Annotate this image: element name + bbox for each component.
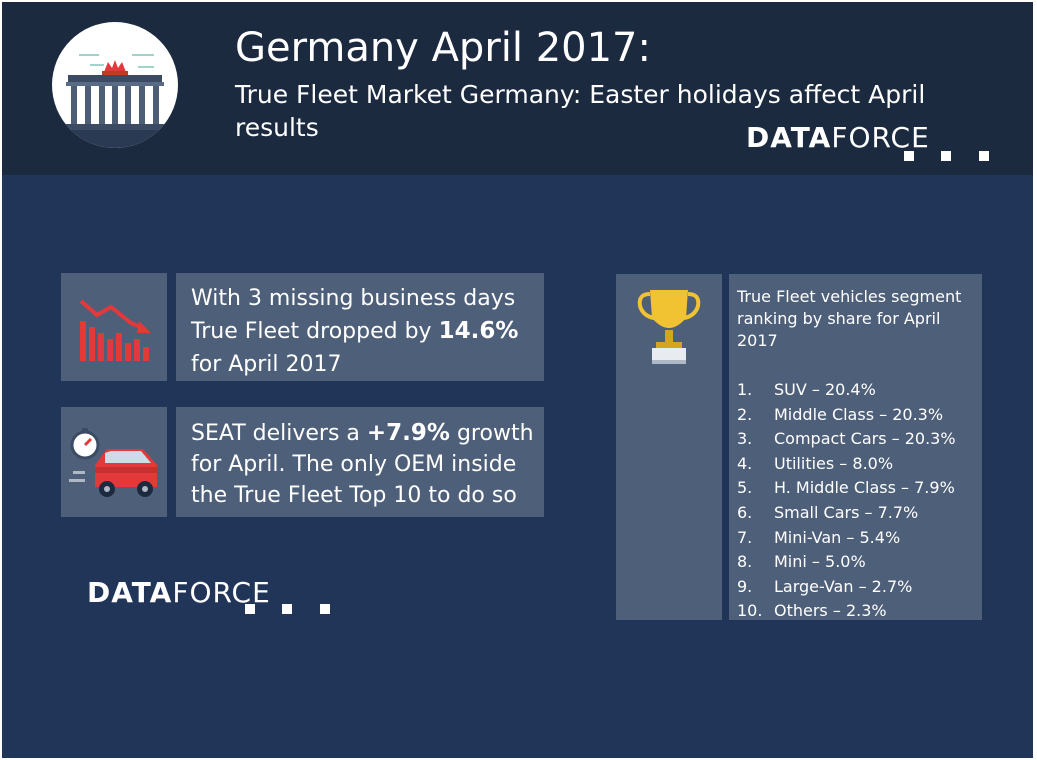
stat-icon-panel-2 (61, 407, 167, 517)
ranking-item-number: 8. (737, 552, 753, 572)
ranking-content: True Fleet vehicles segment ranking by s… (737, 286, 977, 624)
ranking-item-number: 2. (737, 404, 753, 424)
ranking-item-number: 9. (737, 576, 753, 596)
ranking-item-number: 10. (737, 601, 763, 621)
declining-bar-chart-icon (79, 299, 151, 361)
ranking-item-label: Others – 2.3% (774, 601, 887, 621)
ranking-item-label: SUV – 20.4% (774, 380, 876, 399)
ranking-item-label: Compact Cars – 20.3% (774, 429, 956, 449)
ranking-item-number: 5. (737, 478, 753, 498)
ranking-item: 7. Mini-Van – 5.4% (737, 526, 977, 551)
ranking-item-label: Mini-Van – 5.4% (774, 527, 901, 547)
brand-dots (87, 578, 330, 614)
ranking-list: 1. SUV – 20.4% 2. Middle Class – 20.3% 3. Com… (737, 378, 977, 624)
ranking-item-number: 1. (737, 380, 753, 399)
ranking-item: 10. Others – 2.3% (737, 599, 977, 624)
ranking-item-label: Utilities – 8.0% (774, 453, 894, 473)
ranking-item: 4. Utilities – 8.0% (737, 452, 977, 477)
dataforce-logo-bottom: DATAFORCE (87, 576, 330, 614)
brand-part-data: DATA (746, 121, 832, 154)
dataforce-logo: DATAFORCE (746, 121, 989, 161)
ranking-item-label: Mini – 5.0% (774, 552, 866, 572)
page-title: Germany April 2017: (235, 25, 651, 71)
stat-text-panel-1: With 3 missing business days True Fleet … (176, 273, 544, 381)
stat-text-2: SEAT delivers a +7.9% growth for April. … (191, 420, 534, 508)
brand-part-force: FORCE (831, 121, 930, 154)
ranking-item: 3. Compact Cars – 20.3% (737, 427, 977, 452)
ranking-item-label: Middle Class – 20.3% (774, 404, 944, 424)
ranking-item-number: 4. (737, 453, 753, 473)
trophy-icon (637, 290, 701, 364)
ranking-item-label: Small Cars – 7.7% (774, 502, 919, 522)
ranking-item: 5. H. Middle Class – 7.9% (737, 476, 977, 501)
page-subtitle: True Fleet Market Germany: Easter holida… (235, 80, 926, 142)
ranking-item: 1. SUV – 20.4% (737, 378, 977, 403)
ranking-item: 6. Small Cars – 7.7% (737, 501, 977, 526)
ranking-item-number: 3. (737, 429, 753, 449)
stat-highlight-1: 14.6% (438, 318, 519, 344)
ranking-item: 8. Mini – 5.0% (737, 550, 977, 575)
stat-highlight-2: +7.9% (366, 420, 450, 446)
ranking-item-label: H. Middle Class – 7.9% (774, 478, 955, 498)
ranking-title: True Fleet vehicles segment ranking by s… (737, 287, 962, 350)
car-stopwatch-icon (69, 428, 157, 497)
ranking-item: 9. Large-Van – 2.7% (737, 575, 977, 600)
stat-icon-panel-1 (61, 273, 167, 381)
ranking-item-label: Large-Van – 2.7% (774, 576, 913, 596)
brand-part-force: FORCE (172, 576, 271, 609)
ranking-item-number: 6. (737, 502, 753, 522)
brandenburg-gate-icon (52, 22, 178, 148)
ranking-item: 2. Middle Class – 20.3% (737, 403, 977, 428)
stat-text-panel-2: SEAT delivers a +7.9% growth for April. … (176, 407, 544, 517)
ranking-item-number: 7. (737, 527, 753, 547)
stat-text-1: With 3 missing business days True Fleet … (191, 286, 519, 377)
header: Germany April 2017: True Fleet Market Ge… (2, 2, 1033, 175)
brand-part-data: DATA (87, 576, 173, 609)
brand-dots (746, 123, 989, 161)
ranking-panel: True Fleet vehicles segment ranking by s… (729, 274, 982, 620)
trophy-panel (616, 274, 722, 620)
